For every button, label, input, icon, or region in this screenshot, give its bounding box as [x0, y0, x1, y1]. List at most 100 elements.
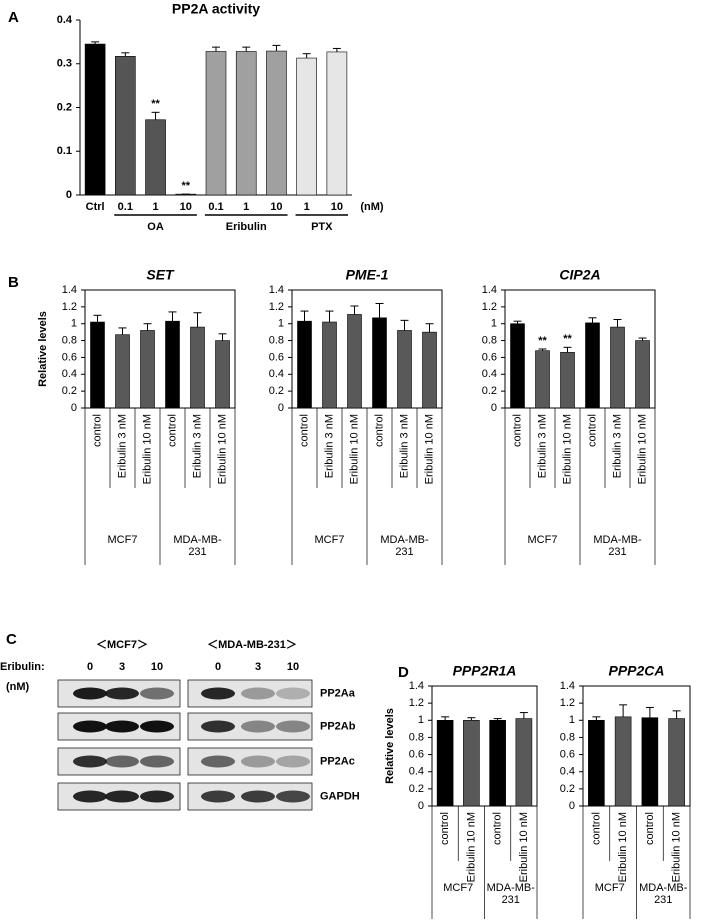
group-label: MDA-MB-231: [639, 882, 688, 906]
x-tick-label: Eribulin 3 nM: [398, 414, 410, 478]
blot-row-label: PP2Ac: [320, 755, 355, 767]
x-tick-label: control: [91, 414, 103, 447]
x-tick-label: control: [590, 812, 602, 845]
bar: [463, 719, 480, 807]
significance: **: [563, 333, 572, 345]
x-tick-label: Ctrl: [86, 201, 105, 213]
blot-band: [105, 687, 139, 700]
x-tick-label: Eribulin 10 nM: [465, 812, 477, 882]
chart-title: CIP2A: [559, 267, 600, 283]
group-label: MCF7: [107, 534, 138, 546]
blot-band: [241, 755, 275, 768]
y-tick-label: 0.2: [269, 385, 284, 397]
x-tick-label: 10: [331, 201, 343, 213]
group-label: MCF7: [314, 534, 345, 546]
blot-band: [241, 687, 275, 700]
chart-title: PPP2CA: [608, 663, 664, 679]
blot-row-label: PP2Ab: [320, 720, 356, 732]
x-tick-label: Eribulin 3 nM: [191, 414, 203, 478]
x-tick-label: Eribulin 10 nM: [636, 414, 648, 484]
bar: [115, 334, 130, 409]
panel-label: B: [8, 274, 19, 291]
bar: [610, 326, 625, 409]
bar: [436, 719, 454, 807]
blot-band: [276, 720, 310, 733]
blot-band: [276, 790, 310, 803]
y-tick-label: 1.4: [62, 284, 77, 296]
bar: [90, 321, 105, 409]
panel-label: A: [8, 9, 19, 26]
y-tick-label: 0.2: [409, 783, 424, 795]
y-tick-label: 1: [418, 714, 424, 726]
blot-band: [105, 755, 139, 768]
y-tick-label: 0.6: [482, 351, 497, 363]
y-tick-label: 0.8: [269, 334, 284, 346]
y-tick-label: 0.2: [57, 101, 72, 113]
group-label: MDA-MB-231: [593, 534, 642, 558]
y-tick-label: 1: [71, 318, 77, 330]
blot-band: [241, 720, 275, 733]
y-tick-label: 0.6: [269, 351, 284, 363]
y-tick-label: 0.1: [57, 145, 72, 157]
chart-title: SET: [146, 267, 175, 283]
group-label: MDA-MB-231: [380, 534, 429, 558]
blot-band: [140, 790, 174, 803]
x-tick-label: control: [373, 414, 385, 447]
bar: [535, 350, 550, 409]
y-tick-label: 1.2: [269, 301, 284, 313]
group-label: MCF7: [527, 534, 558, 546]
x-tick-label: control: [166, 414, 178, 447]
blot-band: [276, 687, 310, 700]
y-tick-label: 0.4: [482, 368, 497, 380]
blot-band: [201, 687, 235, 700]
y-tick-label: 0: [569, 800, 575, 812]
chart-title: PP2A activity: [172, 1, 260, 17]
bar: [422, 331, 437, 409]
x-tick-label: Eribulin 10 nM: [561, 414, 573, 484]
x-tick-label: 0.1: [208, 201, 223, 213]
blot-header: ＜MDA-MB-231＞: [207, 639, 297, 651]
group-label: MCF7: [443, 882, 474, 894]
y-tick-label: 0: [66, 189, 72, 201]
bar: [560, 352, 575, 409]
y-tick-label: 0.3: [57, 58, 72, 70]
blot-band: [140, 687, 174, 700]
plot-frame: [504, 289, 656, 409]
blot-header: ＜MCF7＞: [96, 639, 148, 651]
y-tick-label: 0: [71, 402, 77, 414]
blot-band: [201, 790, 235, 803]
x-tick-label: control: [511, 414, 523, 447]
x-tick-label: Eribulin 10 nM: [518, 812, 530, 882]
x-tick-label: Eribulin 10 nM: [141, 414, 153, 484]
group-label: PTX: [311, 221, 333, 233]
y-tick-label: 1: [569, 714, 575, 726]
blot-band: [73, 720, 107, 733]
bar: [326, 51, 348, 196]
y-axis-label: Relative levels: [37, 311, 49, 387]
y-tick-label: 1.4: [269, 284, 284, 296]
group-label: MDA-MB-231: [173, 534, 222, 558]
y-axis-label: Relative levels: [384, 708, 396, 784]
blot-band: [105, 720, 139, 733]
bar: [297, 320, 312, 409]
bar: [165, 320, 180, 409]
blot-row-label: GAPDH: [320, 790, 360, 802]
group-label: OA: [147, 221, 164, 233]
bar: [205, 51, 227, 196]
bar: [266, 50, 287, 196]
x-tick-label: control: [298, 414, 310, 447]
x-tick-label: 10: [180, 201, 192, 213]
bar: [140, 330, 155, 409]
x-tick-label: Eribulin 10 nM: [216, 414, 228, 484]
blot-band: [73, 755, 107, 768]
x-tick-label: control: [439, 812, 451, 845]
bar: [145, 119, 166, 196]
x-tick-label: 1: [152, 201, 158, 213]
significance: **: [181, 180, 190, 192]
bar: [215, 340, 230, 409]
y-tick-label: 1.4: [560, 680, 575, 692]
blot-band: [73, 687, 107, 700]
x-tick-label: Eribulin 10 nM: [671, 812, 683, 882]
